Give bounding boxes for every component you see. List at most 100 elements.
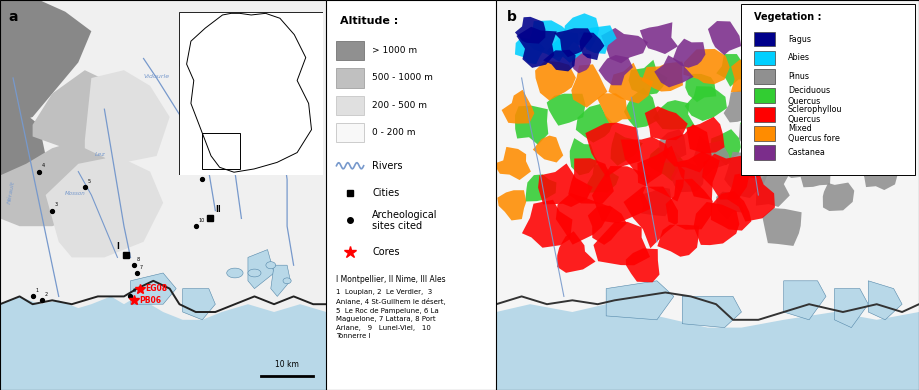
Polygon shape bbox=[773, 141, 812, 178]
Polygon shape bbox=[868, 281, 902, 320]
Polygon shape bbox=[130, 273, 176, 304]
Polygon shape bbox=[557, 231, 596, 273]
Polygon shape bbox=[535, 61, 576, 101]
Polygon shape bbox=[739, 117, 780, 155]
Polygon shape bbox=[727, 170, 775, 222]
Text: Cities: Cities bbox=[372, 188, 400, 198]
Polygon shape bbox=[592, 166, 651, 223]
Bar bbox=[202, 133, 240, 169]
Polygon shape bbox=[0, 0, 91, 125]
Text: 7: 7 bbox=[140, 265, 142, 270]
Text: Vidourle: Vidourle bbox=[143, 74, 170, 79]
Text: I: I bbox=[116, 242, 119, 251]
Text: 10 km: 10 km bbox=[275, 360, 299, 369]
Text: 200 - 500 m: 200 - 500 m bbox=[372, 101, 427, 110]
Polygon shape bbox=[710, 129, 741, 165]
Text: 1  Loupian, 2  Le Verdier,  3
Aniane, 4 St-Guilhem le désert,
5  Le Roc de Pampe: 1 Loupian, 2 Le Verdier, 3 Aniane, 4 St-… bbox=[336, 289, 447, 339]
Ellipse shape bbox=[227, 268, 243, 278]
Polygon shape bbox=[817, 103, 851, 130]
Bar bbox=[754, 69, 776, 84]
Polygon shape bbox=[724, 152, 769, 198]
Polygon shape bbox=[515, 106, 549, 145]
Polygon shape bbox=[659, 129, 686, 163]
Text: Pinus: Pinus bbox=[788, 73, 809, 82]
Bar bbox=[754, 32, 776, 46]
Text: Archeological
sites cited: Archeological sites cited bbox=[372, 209, 437, 231]
Text: 8: 8 bbox=[136, 257, 140, 262]
Polygon shape bbox=[601, 28, 648, 63]
Text: PB06: PB06 bbox=[140, 296, 162, 305]
Polygon shape bbox=[682, 296, 742, 328]
Polygon shape bbox=[692, 135, 731, 177]
Polygon shape bbox=[708, 21, 742, 55]
Polygon shape bbox=[528, 20, 576, 62]
Polygon shape bbox=[834, 289, 868, 328]
Polygon shape bbox=[607, 281, 674, 320]
Polygon shape bbox=[608, 63, 653, 103]
Polygon shape bbox=[676, 151, 720, 200]
Text: EG08: EG08 bbox=[145, 284, 167, 293]
Polygon shape bbox=[598, 55, 633, 85]
Text: Mixed
Quercus fore: Mixed Quercus fore bbox=[788, 124, 840, 144]
Polygon shape bbox=[579, 25, 617, 54]
Polygon shape bbox=[784, 281, 826, 320]
Bar bbox=[754, 145, 776, 160]
Polygon shape bbox=[516, 27, 557, 68]
FancyBboxPatch shape bbox=[336, 123, 364, 142]
Polygon shape bbox=[686, 74, 716, 102]
Text: 2: 2 bbox=[45, 292, 48, 297]
Polygon shape bbox=[686, 117, 724, 153]
Text: Altitude :: Altitude : bbox=[340, 16, 398, 26]
Text: Castanea: Castanea bbox=[788, 148, 826, 157]
Polygon shape bbox=[187, 13, 312, 172]
Polygon shape bbox=[823, 183, 855, 211]
Polygon shape bbox=[621, 137, 669, 185]
Polygon shape bbox=[684, 49, 730, 84]
Polygon shape bbox=[702, 154, 750, 200]
Text: II: II bbox=[215, 205, 221, 214]
Text: Fagus: Fagus bbox=[788, 34, 811, 44]
Polygon shape bbox=[653, 100, 696, 129]
Polygon shape bbox=[570, 138, 598, 176]
Bar bbox=[754, 126, 776, 141]
Polygon shape bbox=[33, 70, 130, 148]
Text: 9: 9 bbox=[205, 171, 208, 176]
Polygon shape bbox=[610, 132, 642, 166]
Polygon shape bbox=[624, 88, 660, 128]
Text: Abies: Abies bbox=[788, 53, 810, 62]
Polygon shape bbox=[46, 156, 164, 257]
Polygon shape bbox=[515, 37, 545, 64]
Text: Sclerophyllou
Quercus: Sclerophyllou Quercus bbox=[788, 105, 843, 124]
Polygon shape bbox=[588, 206, 627, 245]
Text: Cores: Cores bbox=[372, 246, 400, 257]
Polygon shape bbox=[798, 88, 834, 125]
Polygon shape bbox=[645, 106, 687, 140]
Bar bbox=[742, 4, 914, 176]
Polygon shape bbox=[760, 80, 803, 111]
Polygon shape bbox=[640, 187, 672, 216]
Polygon shape bbox=[647, 147, 683, 181]
Polygon shape bbox=[860, 158, 898, 190]
Text: 500 - 1000 m: 500 - 1000 m bbox=[372, 73, 433, 83]
Polygon shape bbox=[568, 158, 614, 204]
Text: III: III bbox=[187, 50, 197, 58]
Polygon shape bbox=[494, 147, 531, 180]
Polygon shape bbox=[657, 225, 699, 257]
Polygon shape bbox=[496, 304, 919, 390]
Text: a: a bbox=[8, 10, 17, 24]
Polygon shape bbox=[685, 86, 727, 121]
Polygon shape bbox=[183, 289, 215, 320]
Polygon shape bbox=[763, 208, 801, 246]
Polygon shape bbox=[85, 70, 170, 164]
Polygon shape bbox=[758, 144, 785, 170]
Polygon shape bbox=[808, 125, 840, 149]
Polygon shape bbox=[654, 55, 694, 87]
Polygon shape bbox=[576, 104, 613, 143]
Polygon shape bbox=[248, 250, 274, 289]
Polygon shape bbox=[755, 167, 789, 207]
Polygon shape bbox=[663, 124, 712, 172]
Polygon shape bbox=[538, 163, 593, 207]
Text: > 1000 m: > 1000 m bbox=[372, 46, 417, 55]
Polygon shape bbox=[640, 22, 678, 54]
Polygon shape bbox=[716, 54, 751, 87]
